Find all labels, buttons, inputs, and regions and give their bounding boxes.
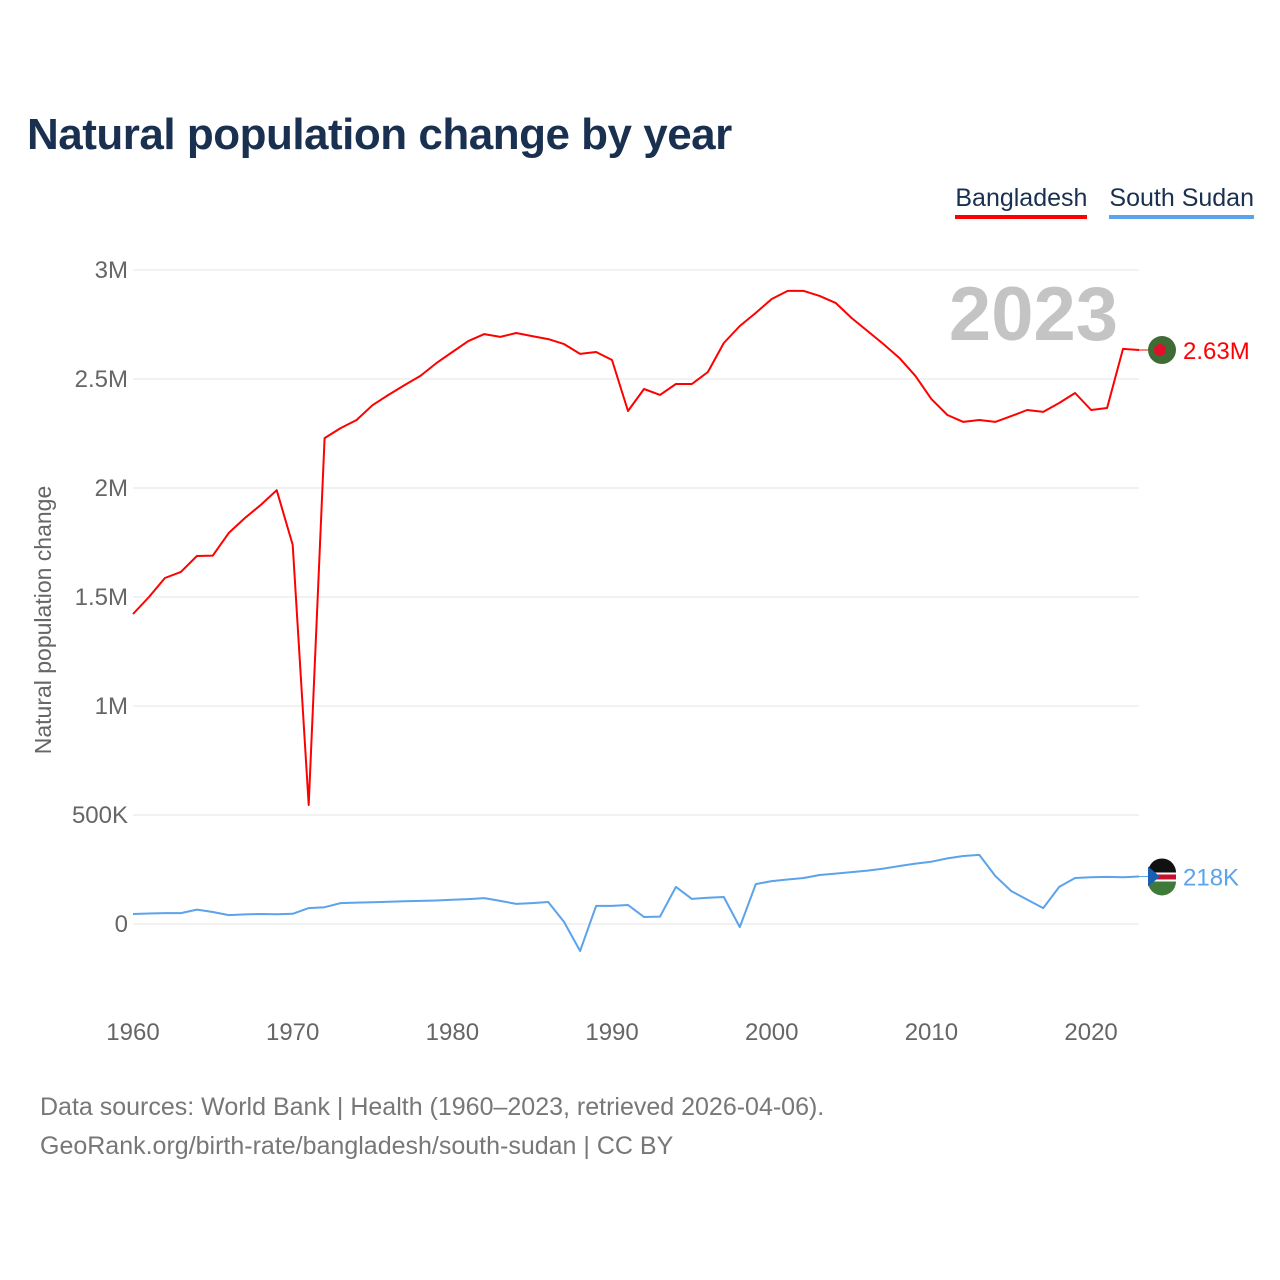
x-tick-label: 2010 xyxy=(905,1019,958,1046)
y-tick-label: 2M xyxy=(95,475,128,502)
x-tick-label: 2000 xyxy=(745,1019,798,1046)
x-tick-label: 2020 xyxy=(1064,1019,1117,1046)
footer: Data sources: World Bank | Health (1960–… xyxy=(40,1088,824,1166)
legend-item-bangladesh[interactable]: Bangladesh xyxy=(955,184,1088,219)
x-tick-label: 1990 xyxy=(585,1019,638,1046)
series-line-south-sudan xyxy=(132,853,1140,952)
end-value-label: 2.63M xyxy=(1183,338,1250,365)
legend-item-south-sudan[interactable]: South Sudan xyxy=(1109,184,1254,219)
legend: Bangladesh South Sudan xyxy=(955,184,1254,219)
end-value-label: 218K xyxy=(1183,864,1239,891)
flag-stripe-green xyxy=(1148,881,1176,896)
flag-stripe-red xyxy=(1148,874,1176,880)
y-tick-label: 2.5M xyxy=(75,366,128,393)
y-tick-label: 1M xyxy=(95,693,128,720)
bangladesh-flag-disc xyxy=(1154,344,1166,357)
footer-link[interactable]: GeoRank.org/birth-rate/bangladesh/south-… xyxy=(40,1132,674,1160)
current-year-label: 2023 xyxy=(949,272,1118,357)
y-tick-label: 3M xyxy=(95,257,128,284)
chart-title: Natural population change by year xyxy=(27,110,732,159)
x-tick-label: 1960 xyxy=(106,1019,159,1046)
y-tick-label: 1.5M xyxy=(75,584,128,611)
flag-triangle xyxy=(1148,866,1160,887)
flag-stripe-black xyxy=(1148,858,1176,873)
x-tick-label: 1970 xyxy=(266,1019,319,1046)
series-line-bangladesh xyxy=(132,289,1140,806)
y-axis-label: Natural population change xyxy=(30,486,56,755)
footer-sources: Data sources: World Bank | Health (1960–… xyxy=(40,1093,825,1121)
y-tick-label: 500K xyxy=(72,802,128,829)
y-tick-label: 0 xyxy=(115,911,128,938)
x-tick-label: 1980 xyxy=(426,1019,479,1046)
